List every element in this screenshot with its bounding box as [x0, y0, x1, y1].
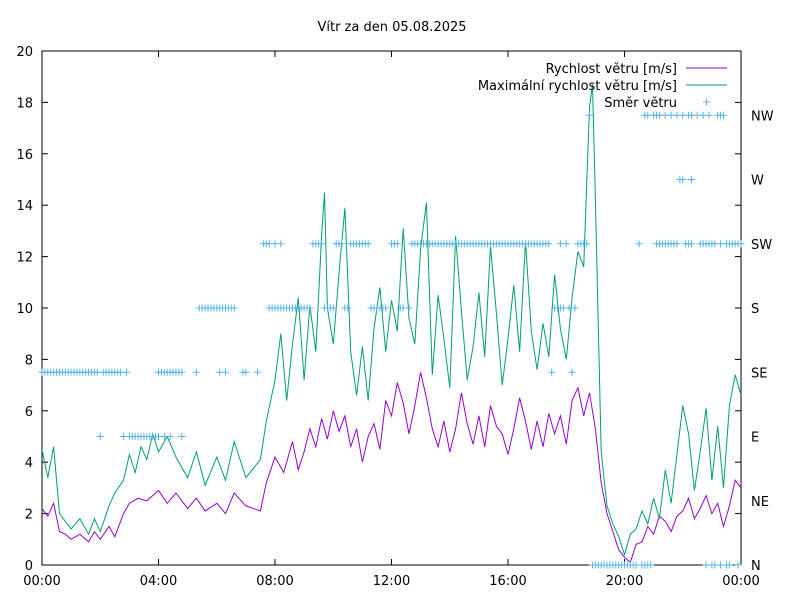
y-axis: 0 2 4 6 8 10 12 14 16 18 20: [16, 45, 741, 574]
y-tick-label: 20: [16, 45, 33, 60]
direction-point: [329, 304, 337, 312]
direction-point: [393, 240, 401, 248]
x-tick-label: 16:00: [489, 574, 526, 589]
direction-point: [679, 176, 687, 183]
y2-tick-label: W: [751, 174, 764, 189]
direction-point: [647, 561, 655, 569]
y2-axis: N NE E SE S SW W NW: [751, 109, 774, 574]
y-tick-label: 10: [16, 302, 33, 317]
x-tick-label: 08:00: [256, 574, 293, 589]
direction-point: [562, 240, 570, 248]
y2-tick-label: SW: [751, 238, 772, 253]
y-tick-label: 4: [25, 456, 33, 471]
legend-swatch: [703, 98, 710, 106]
x-tick-label: 04:00: [140, 574, 177, 589]
y2-tick-label: SE: [751, 366, 767, 381]
x-axis: 00:00 04:00 08:00 12:00 16:00 20:00 00:00: [23, 51, 760, 589]
direction-point: [571, 304, 579, 312]
y-tick-label: 18: [16, 96, 33, 111]
y-tick-label: 0: [25, 559, 33, 574]
plot-area-frame: [41, 50, 742, 566]
direction-point: [705, 111, 713, 119]
direction-point: [545, 240, 553, 248]
y-tick-label: 16: [16, 148, 33, 163]
direction-point: [364, 240, 372, 248]
direction-point: [344, 304, 352, 312]
y2-tick-label: E: [751, 431, 759, 446]
direction-point: [254, 368, 262, 376]
direction-point: [687, 176, 695, 183]
direction-point: [338, 240, 346, 248]
x-tick-label: 20:00: [606, 574, 643, 589]
direction-point: [221, 368, 229, 376]
direction-point: [192, 368, 200, 376]
x-tick-label: 00:00: [722, 574, 759, 589]
direction-point: [568, 368, 576, 376]
x-tick-label: 12:00: [373, 574, 410, 589]
y2-tick-label: S: [751, 302, 759, 317]
direction-point: [166, 433, 174, 440]
direction-point: [635, 240, 643, 248]
direction-point: [405, 304, 413, 312]
y2-tick-label: NW: [751, 109, 774, 124]
series-2: [41, 84, 742, 557]
series-line: [41, 372, 742, 564]
direction-point: [734, 561, 742, 569]
direction-point: [737, 240, 745, 248]
direction-point: [230, 304, 238, 312]
series-layer: [38, 84, 745, 569]
y-tick-label: 6: [25, 405, 33, 420]
direction-point: [178, 433, 186, 440]
y-tick-label: 8: [25, 353, 33, 368]
direction-point: [583, 240, 591, 248]
direction-point: [277, 240, 285, 248]
direction-point: [382, 304, 390, 312]
y-tick-label: 12: [16, 251, 33, 266]
direction-point: [306, 304, 314, 312]
legend: Rychlost větru [m/s] Maximální rychlost v…: [478, 62, 727, 111]
direction-point: [96, 433, 104, 440]
y2-tick-label: NE: [751, 495, 769, 510]
direction-point: [673, 240, 681, 248]
direction-point: [687, 240, 695, 248]
direction-point: [178, 368, 186, 376]
legend-label: Maximální rychlost větru [m/s]: [478, 79, 677, 94]
series-1: [41, 372, 742, 564]
direction-point: [725, 561, 733, 569]
legend-label: Rychlost větru [m/s]: [546, 62, 677, 77]
direction-point: [586, 111, 594, 119]
direction-point: [720, 111, 728, 119]
y-tick-label: 2: [25, 508, 33, 523]
series-3: [38, 111, 745, 569]
y2-tick-label: N: [751, 559, 761, 574]
direction-point: [318, 240, 326, 248]
direction-point: [122, 368, 130, 376]
series-line: [41, 84, 742, 557]
direction-point: [242, 368, 250, 376]
y-tick-label: 14: [16, 199, 33, 214]
x-tick-label: 00:00: [23, 574, 60, 589]
chart-title: Vítr za den 05.08.2025: [317, 20, 466, 35]
direction-point: [548, 368, 556, 376]
legend-label: Směr větru: [604, 96, 677, 111]
